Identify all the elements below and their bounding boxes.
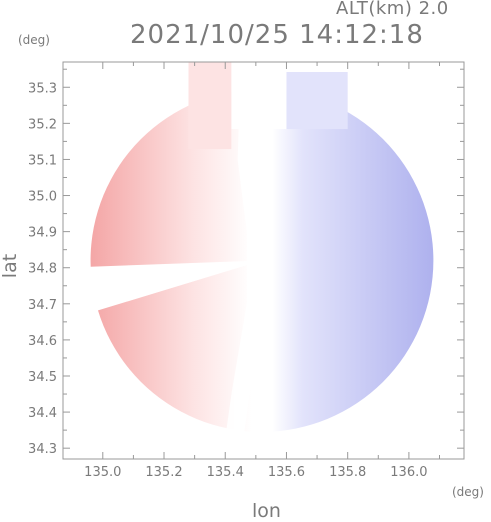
y-tick-label: 34.4 (28, 406, 57, 421)
no-data-wedge (63, 260, 262, 319)
y-tick-label: 34.7 (28, 298, 57, 313)
altitude-label: ALT(km) 2.0 (336, 0, 449, 19)
x-tick-label: 135.4 (207, 465, 244, 480)
north-extension-pos (188, 62, 232, 150)
y-tick-label: 34.5 (28, 370, 57, 385)
x-tick-label: 136.0 (390, 465, 427, 480)
y-tick-label: 35.2 (28, 117, 57, 132)
y-unit-label: (deg) (18, 33, 50, 47)
y-tick-label: 34.3 (28, 442, 57, 457)
y-tick-label: 34.9 (28, 226, 57, 241)
y-tick-label: 35.0 (28, 190, 57, 205)
x-tick-label: 135.8 (329, 465, 366, 480)
plot-frame (62, 61, 465, 460)
x-unit-label: (deg) (452, 485, 484, 499)
y-tick-label: 34.6 (28, 334, 57, 349)
x-axis-label: lon (252, 500, 281, 522)
y-tick-label: 34.8 (28, 262, 57, 277)
x-tick-label: 135.2 (145, 465, 182, 480)
x-tick-label: 135.6 (268, 465, 305, 480)
y-tick-label: 35.3 (28, 81, 57, 96)
chart-title: 2021/10/25 14:12:18 (130, 20, 424, 50)
x-tick-label: 135.0 (84, 465, 121, 480)
zero-velocity-band (222, 62, 265, 459)
north-extension-neg (286, 72, 348, 130)
y-tick-label: 35.1 (28, 153, 57, 168)
